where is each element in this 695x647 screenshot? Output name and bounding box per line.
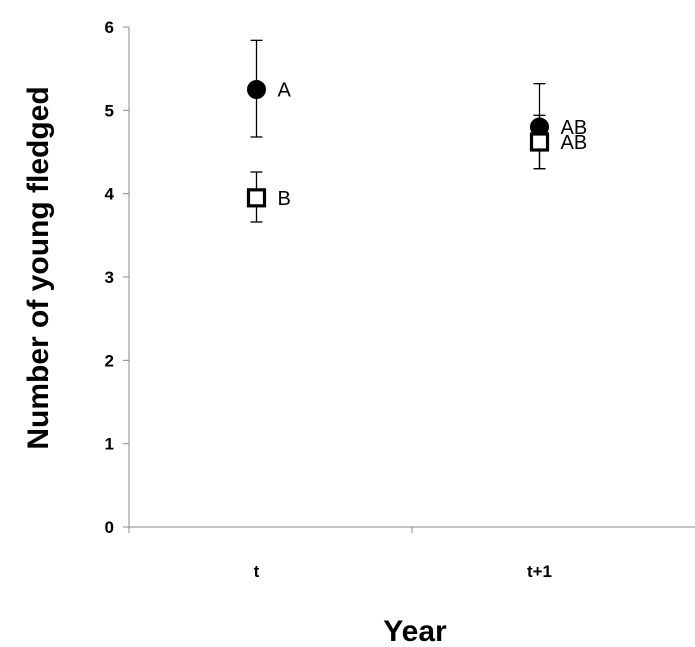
y-axis-title: Number of young fledged xyxy=(22,86,55,449)
y-tick-label: 0 xyxy=(105,518,114,537)
point-letter-label: A xyxy=(278,80,292,102)
y-tick-label: 1 xyxy=(105,435,114,454)
x-tick-label: t xyxy=(254,562,260,581)
y-tick-label: 6 xyxy=(105,18,114,37)
point-letter-label: B xyxy=(278,188,291,210)
point-letter-label: AB xyxy=(561,117,588,139)
x-axis-title: Year xyxy=(383,615,447,647)
y-tick-label: 2 xyxy=(105,351,114,370)
data-points xyxy=(246,80,550,208)
y-ticks: 0 1 2 3 4 5 6 xyxy=(105,18,129,537)
x-tick-label: t+1 xyxy=(527,562,552,581)
point-letter-label: AB xyxy=(561,132,588,154)
y-tick-label: 5 xyxy=(105,101,114,120)
point-labels: A AB B AB xyxy=(278,80,588,210)
x-ticks: t t+1 xyxy=(128,527,552,581)
data-point-circle xyxy=(247,80,266,99)
y-tick-label: 4 xyxy=(105,185,115,204)
error-bars xyxy=(250,39,546,223)
data-point-square xyxy=(529,132,550,152)
axes xyxy=(128,27,695,528)
data-point-square xyxy=(246,188,267,208)
y-tick-label: 3 xyxy=(105,268,114,287)
